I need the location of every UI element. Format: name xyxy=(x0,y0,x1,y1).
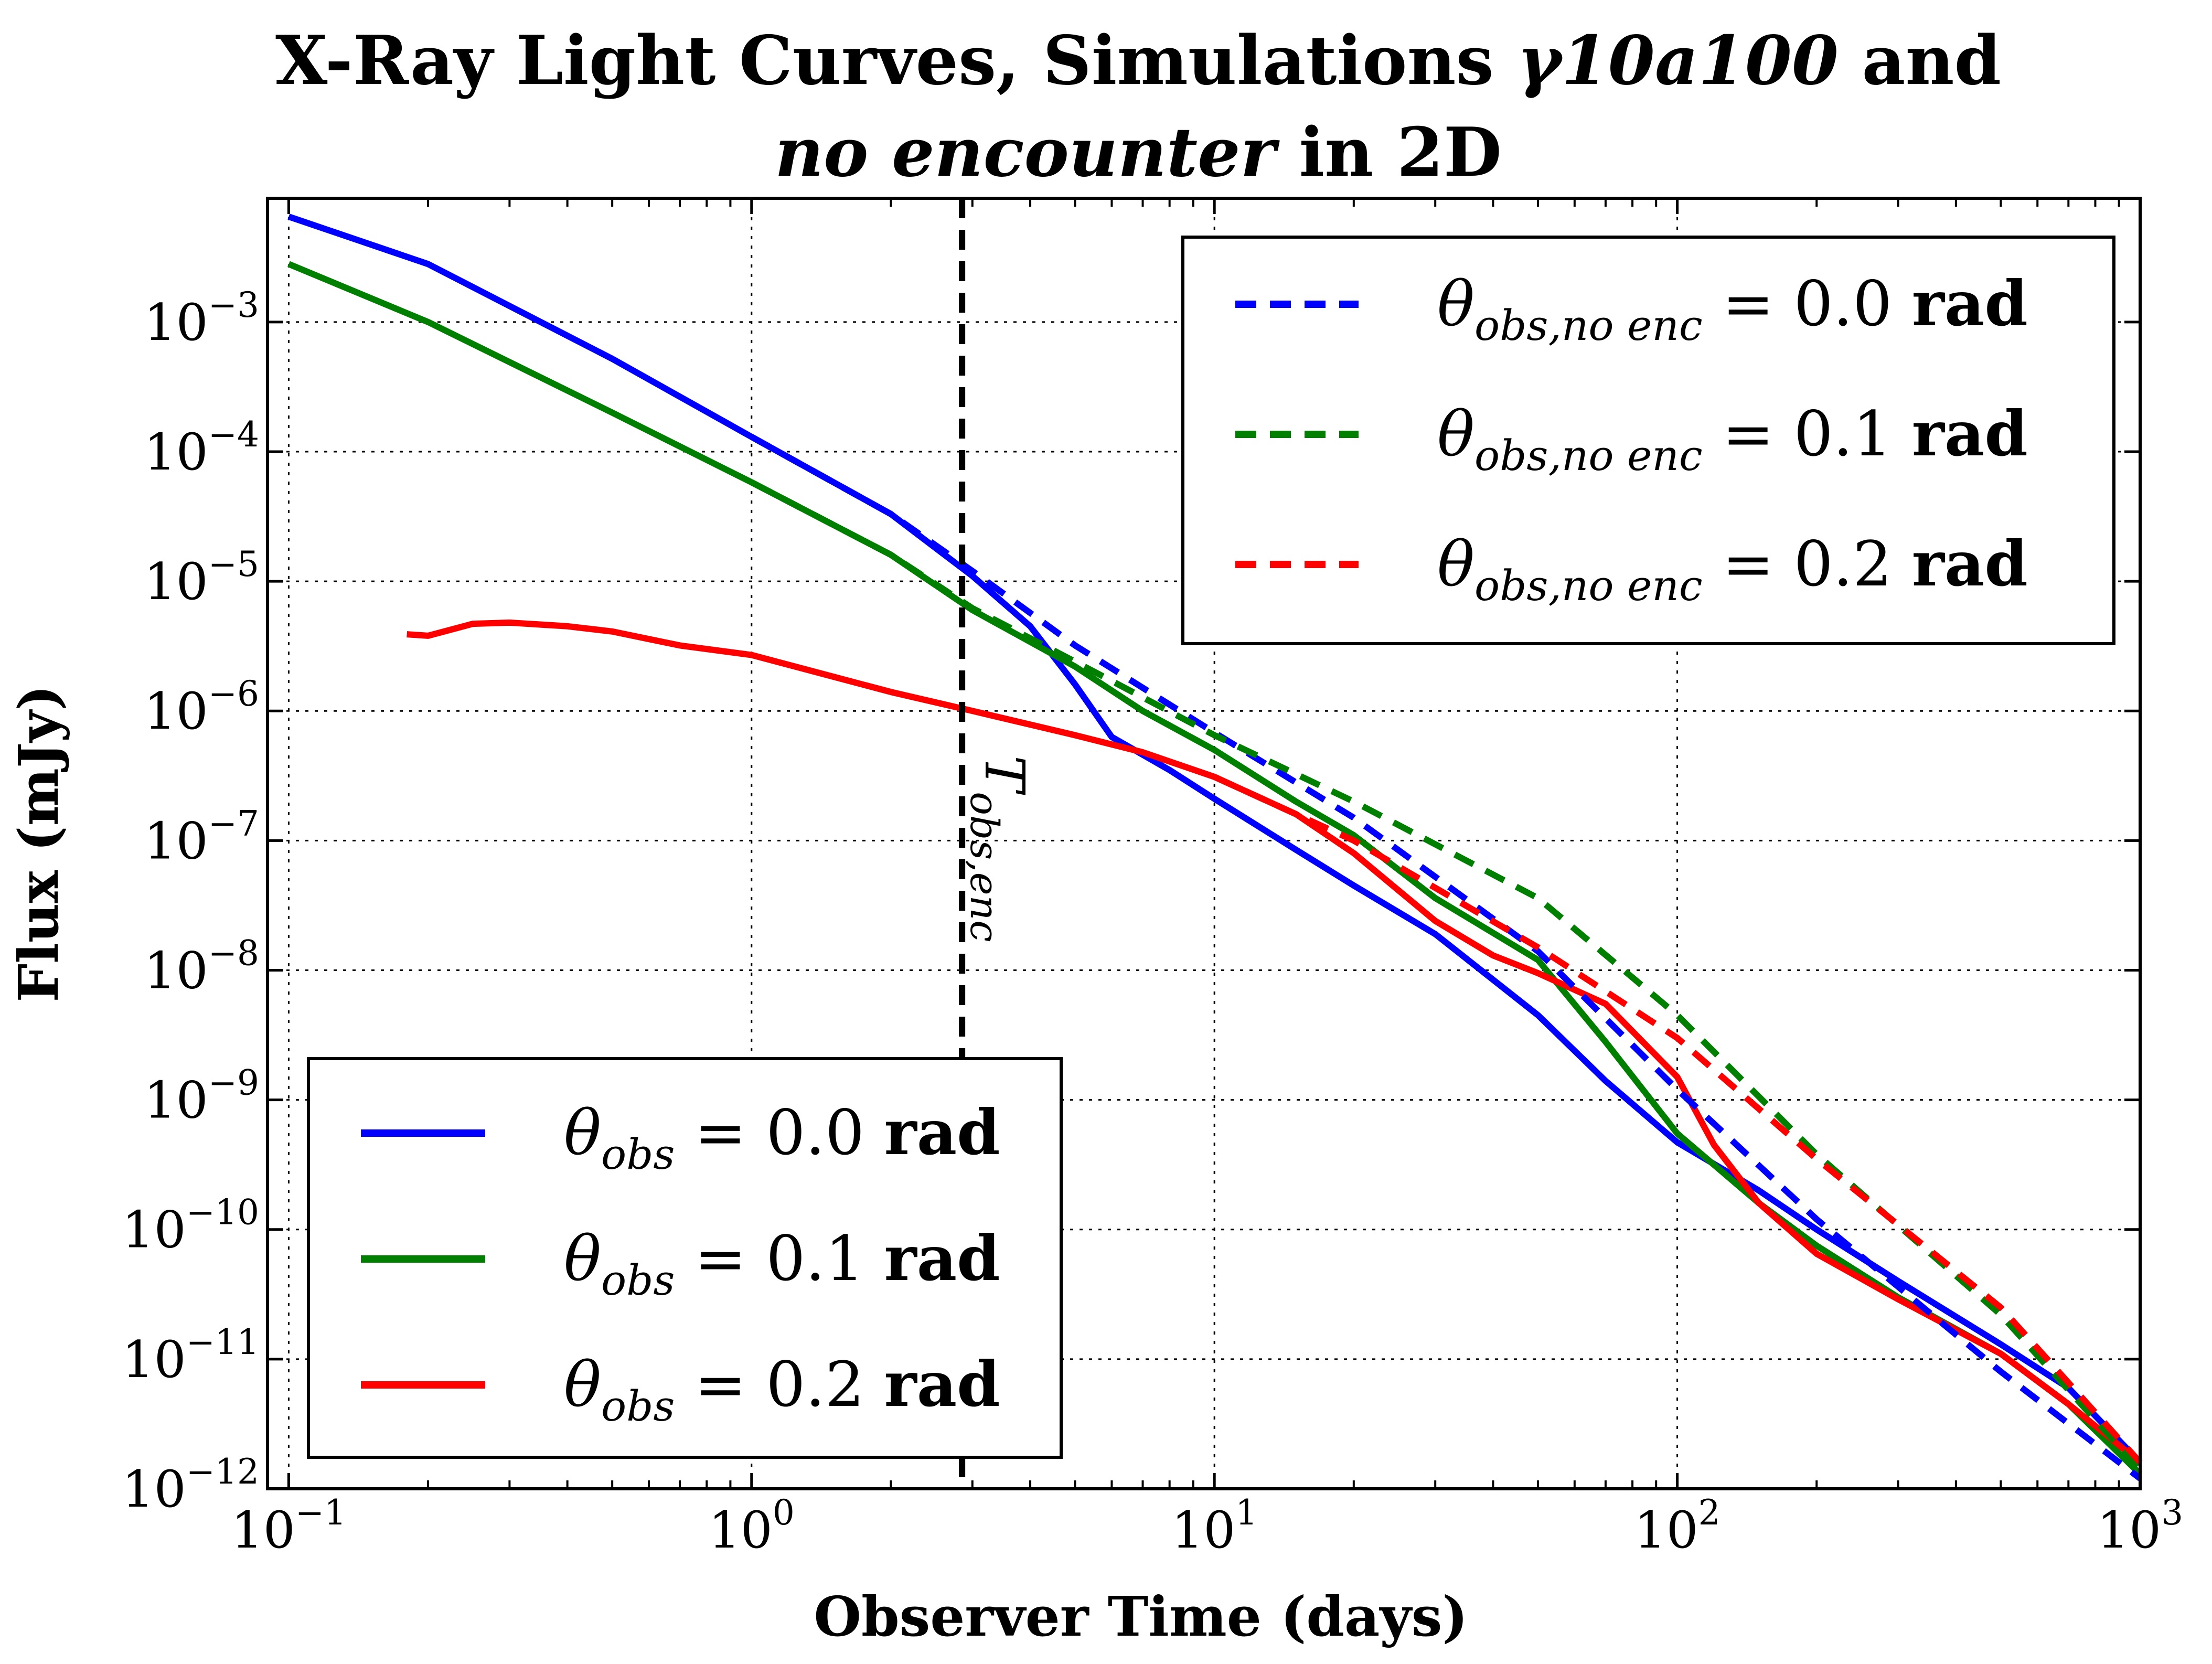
x-tick-label: 10−1 xyxy=(231,1492,346,1560)
x-tick-label: 102 xyxy=(1634,1492,1721,1560)
chart-title-line1: X-Ray Light Curves, Simulations γ10a100 … xyxy=(275,22,2001,100)
y-tick-label: 10−12 xyxy=(122,1452,259,1519)
y-tick-label: 10−5 xyxy=(144,544,259,611)
y-tick-label: 10−8 xyxy=(144,933,259,1000)
x-tick-label: 103 xyxy=(2097,1492,2183,1560)
series-line-dashed xyxy=(1213,774,2143,1465)
legend-solid-entry: θobs = 0.2 rad xyxy=(564,1348,1000,1431)
y-tick-label: 10−11 xyxy=(122,1322,259,1389)
axes-frame xyxy=(266,197,2142,1490)
x-tick-label: 101 xyxy=(1171,1492,1257,1560)
x-axis-ticks: 10−1 100 101 102 103 xyxy=(231,198,2183,1560)
series-group xyxy=(287,214,2143,1481)
y-tick-label: 10−6 xyxy=(144,674,259,741)
y-tick-label: 10−10 xyxy=(122,1192,259,1260)
legend-dashed-entry: θobs,no enc = 0.0 rad xyxy=(1437,267,2028,350)
y-tick-label: 10−9 xyxy=(144,1063,259,1130)
y-tick-label: 10−4 xyxy=(144,414,259,482)
x-tick-label: 100 xyxy=(709,1492,795,1560)
y-tick-label: 10−3 xyxy=(144,285,259,352)
y-tick-label: 10−7 xyxy=(144,803,259,870)
legend-dashed: θobs,no enc = 0.0 rad θobs,no enc = 0.1 … xyxy=(1181,236,2115,645)
chart-title-line2: no encounter in 2D xyxy=(775,113,1502,192)
legend-dashed-entry: θobs,no enc = 0.2 rad xyxy=(1437,527,2028,610)
legend-dashed-entry: θobs,no enc = 0.1 rad xyxy=(1437,397,2028,480)
legend-solid: θobs = 0.0 rad θobs = 0.1 rad θobs = 0.2… xyxy=(307,1057,1063,1459)
legend-dashed-box xyxy=(1181,236,2115,645)
legend-solid-entry: θobs = 0.0 rad xyxy=(564,1096,1000,1179)
legend-solid-entry: θobs = 0.1 rad xyxy=(564,1222,1000,1305)
y-axis-label: Flux (mJy) xyxy=(6,685,71,1002)
series-line-dashed xyxy=(750,479,2143,1472)
y-axis-ticks: 10−12 10−11 10−10 10−9 10−8 10−7 10−6 10−5 10−4 1… xyxy=(122,285,2140,1519)
series-line-dashed xyxy=(750,434,2142,1481)
encounter-time-label: Tobs,enc xyxy=(961,755,1036,942)
x-axis-label: Observer Time (days) xyxy=(814,1584,1468,1649)
